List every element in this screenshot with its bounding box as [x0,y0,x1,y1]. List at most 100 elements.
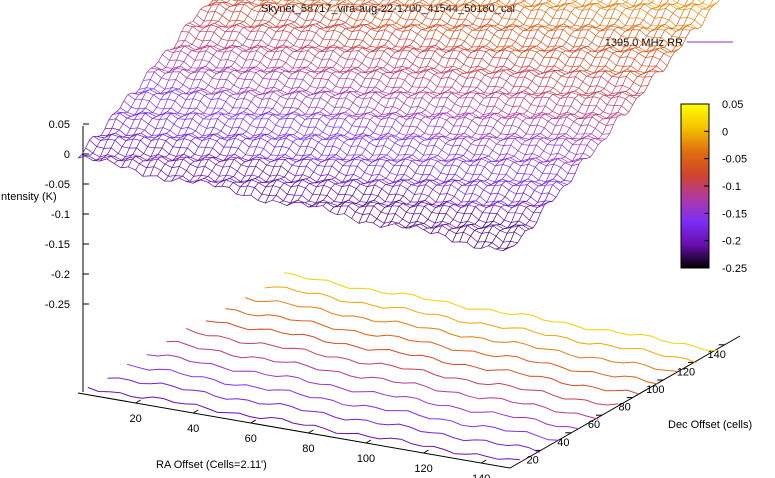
mesh-line-dec [453,17,477,47]
mesh-line-dec [564,135,588,164]
mesh-line-dec [531,65,555,95]
mesh-line-dec [439,178,463,206]
mesh-line-dec [591,8,616,43]
x-tick-mark [135,399,141,404]
mesh-line-dec [393,72,417,94]
mesh-line-dec [295,142,319,177]
mesh-line-dec [264,171,289,204]
mesh-line-dec [546,35,571,68]
mesh-line-dec [286,177,310,206]
mesh-line-dec [405,103,430,136]
mesh-line-dec [345,0,366,23]
mesh-line-dec [181,89,205,118]
mesh-line-dec [303,114,328,141]
mesh-line-dec [486,92,510,117]
mesh-line-dec [431,10,456,39]
mesh-line-dec [237,133,262,159]
mesh-line-dec [243,164,267,196]
mesh-line-dec [214,157,238,188]
mesh-line-dec [388,160,413,195]
mesh-line-dec [490,0,511,20]
mesh-line-dec [355,91,379,120]
mesh-line-dec [323,154,348,181]
mesh-line-dec [257,165,282,201]
mesh-line-dec [375,132,400,161]
mesh-line-dec [207,0,231,27]
mesh-line-ra [81,154,514,249]
mesh-line-dec [259,136,283,160]
mesh-line-dec [345,159,369,183]
mesh-line-dec [489,185,514,214]
mesh-line-dec [474,24,499,51]
mesh-line-dec [430,46,454,70]
mesh-line-dec [549,137,574,162]
mesh-line-dec [227,31,251,60]
mesh-line-dec [276,70,300,103]
mesh-line-dec [605,18,630,46]
mesh-line-dec [436,74,460,108]
mesh-line-dec [567,74,591,98]
mesh-line-dec [452,50,476,71]
mesh-line-dec [193,157,217,184]
mesh-line-dec [354,125,378,156]
mesh-line-dec [315,182,339,207]
mesh-line-dec [341,93,365,114]
mesh-line-dec [336,183,361,215]
mesh-line-dec [410,166,434,203]
mesh-line-dec [534,5,558,27]
y-tick-label: 20 [527,454,539,466]
mesh-line-dec [200,160,224,181]
mesh-line-dec [569,3,594,36]
mesh-line-dec [414,72,438,99]
mesh-line-dec [171,154,195,182]
mesh-line-dec [302,0,315,11]
mesh-line-dec [136,114,161,135]
mesh-line-dec [207,156,231,183]
x-tick-mark [365,439,372,444]
mesh-line-dec [492,116,516,151]
mesh-line-dec [473,52,498,78]
mesh-line-dec [271,4,296,40]
mesh-line-dec [156,147,181,177]
mesh-line-dec [367,0,391,25]
y-tick-label: 100 [646,384,664,396]
mesh-line-dec [580,111,604,140]
mesh-line-dec [179,118,204,148]
mesh-line-dec [374,0,398,29]
mesh-line-dec [607,0,619,11]
mesh-line-dec [395,1,420,30]
x-tick-mark [423,449,429,454]
mesh-line-dec [459,46,483,76]
colorbar-tick-label: 0 [722,126,728,138]
mesh-line-dec [628,0,644,19]
surface-mesh [77,0,720,252]
contour-line [166,340,599,420]
x-tick-label: 80 [302,443,314,455]
mesh-line-dec [309,145,334,178]
mesh-line-dec [539,29,564,66]
mesh-line-dec [461,0,475,10]
mesh-line-dec [307,20,332,46]
mesh-line-dec [418,136,443,167]
mesh-line-dec [394,33,418,69]
mesh-line-dec [489,23,513,51]
mesh-line-dec [503,29,528,51]
mesh-line-dec [585,0,593,7]
mesh-line-dec [266,134,290,166]
mesh-line-dec [449,112,473,141]
contour-line [126,363,560,441]
mesh-line-dec [377,92,401,126]
mesh-line-dec [285,44,309,72]
mesh-line-dec [643,0,663,20]
mesh-line-dec [568,42,593,74]
mesh-line-dec [168,50,192,81]
mesh-line-dec [583,45,607,72]
mesh-line-dec [614,0,629,9]
x-axis-ticks: 20 40 60 80 100 120 140 [129,399,490,478]
mesh-line-dec [502,224,526,252]
mesh-line-dec [368,126,393,161]
mesh-line-dec [535,133,560,159]
mesh-line-dec [145,80,169,109]
z-tick-label: 0.05 [49,119,70,131]
mesh-line-dec [287,137,312,172]
